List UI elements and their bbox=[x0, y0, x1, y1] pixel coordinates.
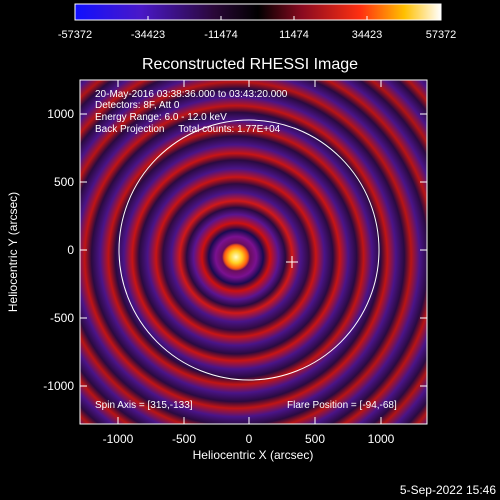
y-tick-label: -1000 bbox=[43, 379, 74, 393]
y-tick-label: -500 bbox=[50, 311, 74, 325]
x-tick-label: 1000 bbox=[368, 432, 395, 446]
rhessi-image bbox=[80, 80, 427, 424]
y-axis-label: Heliocentric Y (arcsec) bbox=[6, 192, 20, 312]
y-axis-ticks bbox=[80, 113, 427, 387]
interference-rings bbox=[80, 80, 427, 424]
footer-date: 5-Sep-2022 15:46 bbox=[400, 483, 496, 497]
y-tick-label: 1000 bbox=[47, 107, 74, 121]
plot-title: Reconstructed RHESSI Image bbox=[142, 56, 358, 73]
x-tick-label: 0 bbox=[246, 432, 253, 446]
colorbar: -57372 -34423 -11474 11474 34423 57372 bbox=[58, 3, 457, 41]
flare-source bbox=[222, 243, 250, 271]
colorbar-tick-label: 34423 bbox=[352, 29, 383, 41]
colorbar-tick-label: 11474 bbox=[279, 29, 309, 41]
info-line: Detectors: 8F, Att 0 bbox=[95, 100, 180, 111]
plot-frame bbox=[79, 79, 428, 425]
colorbar-gradient bbox=[74, 3, 442, 21]
crosshair-icon bbox=[286, 256, 298, 268]
x-tick-label: -500 bbox=[172, 432, 196, 446]
colorbar-tick-label: -57372 bbox=[58, 29, 92, 41]
x-axis-label: Heliocentric X (arcsec) bbox=[193, 448, 314, 462]
info-line: Back Projection Total counts: 1.77E+04 bbox=[95, 124, 281, 135]
x-tick-label: -1000 bbox=[103, 432, 134, 446]
x-tick-label: 500 bbox=[305, 432, 325, 446]
y-tick-label: 500 bbox=[54, 175, 74, 189]
colorbar-tick-label: -11474 bbox=[204, 29, 237, 41]
colorbar-tick-label: -34423 bbox=[131, 29, 165, 41]
flare-position-label: Flare Position = [-94,-68] bbox=[287, 400, 397, 411]
info-line: 20-May-2016 03:38:36.000 to 03:43:20.000 bbox=[95, 89, 288, 100]
y-tick-label: 0 bbox=[67, 243, 74, 257]
x-axis-ticks bbox=[117, 80, 382, 424]
info-block: 20-May-2016 03:38:36.000 to 03:43:20.000… bbox=[95, 89, 288, 135]
info-line: Energy Range: 6.0 - 12.0 keV bbox=[95, 112, 227, 123]
spin-axis-label: Spin Axis = [315,-133] bbox=[95, 400, 193, 411]
solar-limb-circle bbox=[118, 119, 380, 381]
colorbar-tick-label: 57372 bbox=[426, 29, 457, 41]
